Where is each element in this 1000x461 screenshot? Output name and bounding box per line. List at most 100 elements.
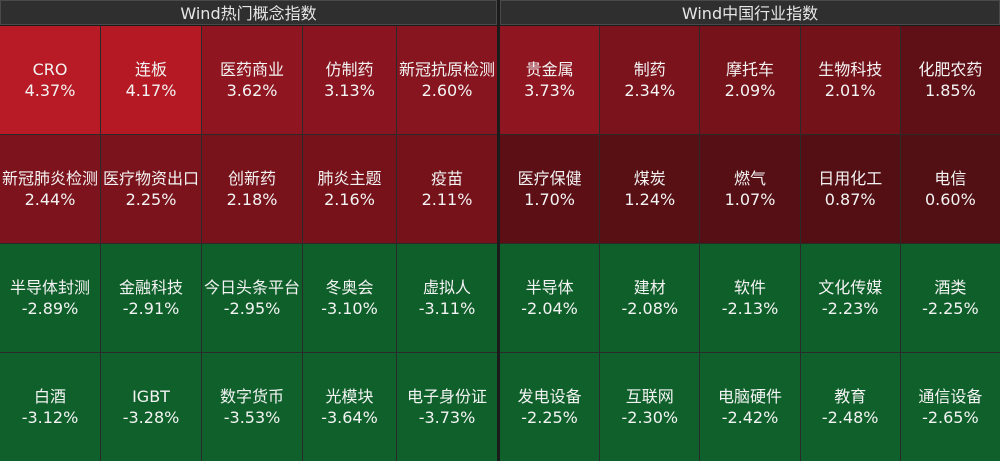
tile-change-percent: -2.65%: [922, 408, 979, 427]
tile-name: CRO: [32, 60, 68, 79]
heatmap-tile[interactable]: 化肥农药 1.85%: [900, 26, 1000, 134]
tile-name: 化肥农药: [918, 60, 983, 79]
heatmap-tile[interactable]: 半导体 -2.04%: [500, 244, 600, 352]
tile-name: 虚拟人: [422, 278, 471, 297]
heatmap-tile[interactable]: 文化传媒 -2.23%: [800, 244, 900, 352]
heatmap-tile[interactable]: 发电设备 -2.25%: [500, 353, 600, 461]
tile-name: 发电设备: [517, 387, 582, 406]
heatmap-tile[interactable]: 通信设备 -2.65%: [900, 353, 1000, 461]
tile-name: 制药: [633, 60, 666, 79]
tile-name: 半导体封测: [10, 278, 91, 297]
tile-change-percent: -2.13%: [721, 299, 779, 318]
tile-name: 金融科技: [119, 278, 184, 297]
tile-change-percent: -2.04%: [521, 299, 578, 318]
industry-index-panel: Wind中国行业指数 贵金属 3.73% 制药 2.34% 摩托车 2.09% 生物科技 2.…: [500, 0, 1000, 461]
tile-name: 连板: [135, 60, 168, 79]
tile-name: 电子身份证: [406, 387, 487, 406]
tile-name: 文化传媒: [818, 278, 883, 297]
tile-name: 数字货币: [220, 387, 285, 406]
tile-change-percent: -2.08%: [621, 299, 679, 318]
heatmap-tile[interactable]: 生物科技 2.01%: [800, 26, 900, 134]
tile-name: 肺炎主题: [317, 169, 382, 188]
tile-change-percent: -2.42%: [721, 408, 779, 427]
tile-change-percent: 3.62%: [226, 81, 278, 100]
tile-name: 医疗保健: [517, 169, 582, 188]
tile-change-percent: 0.60%: [924, 190, 976, 209]
heatmap-tile[interactable]: 今日头条平台 -2.95%: [202, 244, 303, 352]
heatmap-tile[interactable]: 光模块 -3.64%: [303, 353, 396, 461]
industry-heatmap-grid: 贵金属 3.73% 制药 2.34% 摩托车 2.09% 生物科技 2.01% 化肥农药 1.85…: [500, 26, 1000, 461]
heatmap-tile[interactable]: 新冠肺炎检测 2.44%: [0, 135, 101, 243]
tile-name: 白酒: [34, 387, 67, 406]
heatmap-tile[interactable]: 建材 -2.08%: [600, 244, 700, 352]
tile-name: 通信设备: [918, 387, 983, 406]
tile-name: 教育: [834, 387, 867, 406]
tile-change-percent: 2.25%: [125, 190, 177, 209]
heatmap-tile[interactable]: 电信 0.60%: [900, 135, 1000, 243]
heatmap-tile[interactable]: 新冠抗原检测 2.60%: [396, 26, 497, 134]
tile-change-percent: 2.11%: [421, 190, 473, 209]
heatmap-tile[interactable]: 软件 -2.13%: [700, 244, 800, 352]
tile-change-percent: 4.17%: [125, 81, 177, 100]
tile-change-percent: 1.24%: [624, 190, 676, 209]
heatmap-tile[interactable]: 虚拟人 -3.11%: [396, 244, 497, 352]
heatmap-tile[interactable]: 肺炎主题 2.16%: [303, 135, 396, 243]
heatmap-tile[interactable]: 仿制药 3.13%: [303, 26, 396, 134]
tile-change-percent: -2.23%: [821, 299, 879, 318]
tile-name: 煤炭: [633, 169, 666, 188]
heatmap-tile[interactable]: 数字货币 -3.53%: [202, 353, 303, 461]
tile-change-percent: 1.85%: [924, 81, 976, 100]
heatmap-tile[interactable]: 半导体封测 -2.89%: [0, 244, 101, 352]
tile-change-percent: -3.11%: [418, 299, 476, 318]
heatmap-tile[interactable]: 教育 -2.48%: [800, 353, 900, 461]
tile-name: 光模块: [325, 387, 374, 406]
heatmap-tile[interactable]: IGBT -3.28%: [101, 353, 202, 461]
heatmap-tile[interactable]: 连板 4.17%: [101, 26, 202, 134]
heatmap-tile[interactable]: 燃气 1.07%: [700, 135, 800, 243]
heatmap-tile[interactable]: 煤炭 1.24%: [600, 135, 700, 243]
tile-name: 新冠抗原检测: [398, 60, 495, 79]
concept-index-panel: Wind热门概念指数 CRO 4.37% 连板 4.17% 医药商业 3.62% 仿制药 3.…: [0, 0, 497, 461]
heatmap-tile[interactable]: 贵金属 3.73%: [500, 26, 600, 134]
tile-change-percent: -3.10%: [321, 299, 378, 318]
tile-change-percent: -3.64%: [321, 408, 378, 427]
tile-change-percent: -2.95%: [223, 299, 281, 318]
tile-name: 电脑硬件: [717, 387, 782, 406]
tile-change-percent: 2.09%: [724, 81, 776, 100]
heatmap-tile[interactable]: 疫苗 2.11%: [396, 135, 497, 243]
tile-change-percent: 2.01%: [824, 81, 876, 100]
heatmap-tile[interactable]: 电脑硬件 -2.42%: [700, 353, 800, 461]
tile-change-percent: -3.12%: [21, 408, 79, 427]
heatmap-tile[interactable]: 医疗保健 1.70%: [500, 135, 600, 243]
heatmap-tile[interactable]: 冬奥会 -3.10%: [303, 244, 396, 352]
tile-change-percent: -2.30%: [621, 408, 679, 427]
tile-name: 日用化工: [818, 169, 883, 188]
heatmap-tile[interactable]: 创新药 2.18%: [202, 135, 303, 243]
tile-change-percent: 2.16%: [324, 190, 375, 209]
tile-name: 电信: [934, 169, 967, 188]
tile-name: 建材: [633, 278, 666, 297]
tile-change-percent: -2.91%: [122, 299, 180, 318]
heatmap-tile[interactable]: 金融科技 -2.91%: [101, 244, 202, 352]
tile-change-percent: -3.73%: [418, 408, 476, 427]
heatmap-tile[interactable]: 电子身份证 -3.73%: [396, 353, 497, 461]
heatmap-tile[interactable]: CRO 4.37%: [0, 26, 101, 134]
heatmap-tile[interactable]: 制药 2.34%: [600, 26, 700, 134]
tile-name: 冬奥会: [325, 278, 374, 297]
heatmap-tile[interactable]: 日用化工 0.87%: [800, 135, 900, 243]
concept-heatmap-grid: CRO 4.37% 连板 4.17% 医药商业 3.62% 仿制药 3.13% 新冠抗原检测 2.…: [0, 26, 497, 461]
heatmap-tile[interactable]: 白酒 -3.12%: [0, 353, 101, 461]
tile-change-percent: 3.13%: [324, 81, 375, 100]
tile-name: 医药商业: [220, 60, 285, 79]
tile-name: 生物科技: [818, 60, 883, 79]
heatmap-tile[interactable]: 互联网 -2.30%: [600, 353, 700, 461]
heatmap-tile[interactable]: 酒类 -2.25%: [900, 244, 1000, 352]
heatmap-tile[interactable]: 摩托车 2.09%: [700, 26, 800, 134]
heatmap-tile[interactable]: 医药商业 3.62%: [202, 26, 303, 134]
tile-change-percent: -2.48%: [821, 408, 879, 427]
tile-name: 创新药: [228, 169, 277, 188]
tile-change-percent: -3.28%: [122, 408, 180, 427]
tile-name: IGBT: [132, 387, 170, 406]
heatmap-tile[interactable]: 医疗物资出口 2.25%: [101, 135, 202, 243]
